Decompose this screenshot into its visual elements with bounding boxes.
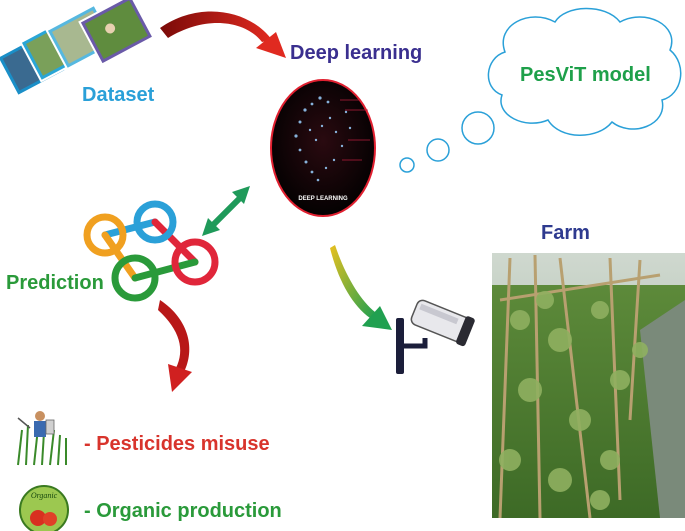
arrow-deep-learning-to-camera [330,245,392,330]
farm-photo [492,253,685,519]
deep-learning-image: DEEP LEARNING [270,79,376,217]
arrow-dataset-to-deep-learning [160,11,286,58]
pesticides-misuse-label: - Pesticides misuse [84,433,270,455]
camera-icon [396,299,475,374]
pesvit-thought-bubble [399,7,682,173]
organic-badge-text: Organic [31,491,58,500]
arrow-prediction-to-outcomes [158,300,192,392]
prediction-network-icon [83,200,219,302]
prediction-label: Prediction [6,272,104,294]
deep-learning-badge-text: DEEP LEARNING [298,196,348,202]
pesticides-farmer-icon [17,411,67,466]
organic-badge-icon: Organic [19,485,69,531]
pesvit-model-label: PesViT model [520,64,651,86]
farm-label: Farm [541,222,590,244]
deep-learning-label: Deep learning [290,42,423,64]
arrow-deep-learning-prediction [202,186,250,236]
dataset-label: Dataset [82,84,155,106]
organic-production-label: - Organic production [84,500,282,522]
dataset-images [0,0,155,98]
